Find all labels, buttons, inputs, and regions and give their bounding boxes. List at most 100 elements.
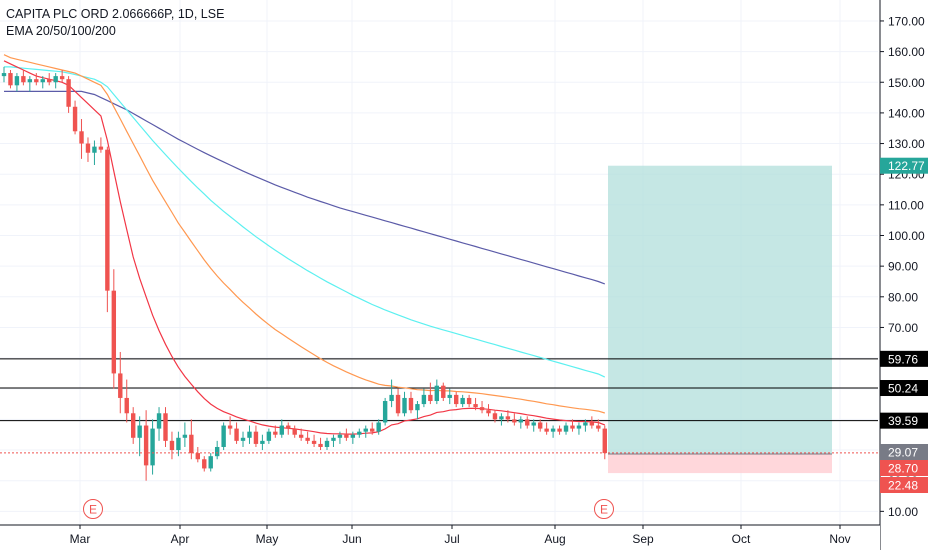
- candle-body: [602, 428, 607, 454]
- candle-body: [260, 440, 265, 444]
- candle-body: [311, 440, 317, 444]
- candle-body: [499, 416, 504, 420]
- candle-body: [324, 440, 330, 447]
- time-tick-label: Jul: [444, 532, 459, 546]
- earnings-marker-label: E: [89, 503, 97, 517]
- entry-price-label-text: 28.70: [888, 462, 918, 476]
- earnings-marker-label: E: [600, 503, 608, 517]
- price-tick-label: 10.00: [888, 505, 918, 519]
- target-price-label-text: 122.77: [888, 159, 925, 173]
- candle-body: [357, 431, 362, 435]
- candle-body: [576, 425, 582, 429]
- candle-body: [253, 431, 259, 444]
- price-tick-label: 90.00: [888, 260, 918, 274]
- time-axis[interactable]: Mar Apr May Jun Jul Aug Sep Oct Nov: [0, 524, 880, 550]
- hline-price-label: [880, 412, 928, 429]
- candle-body: [544, 428, 549, 432]
- candle-body: [376, 422, 381, 432]
- time-tick-label: May: [256, 532, 279, 546]
- indicator-title: EMA 20/50/100/200: [6, 24, 116, 38]
- price-tick-label: 140.00: [888, 106, 925, 120]
- candle-body: [21, 76, 26, 83]
- candle-body: [421, 394, 427, 405]
- candle-body: [247, 431, 252, 438]
- candle-body: [589, 422, 595, 426]
- candle-body: [408, 397, 414, 411]
- ema200-line: [4, 90, 606, 285]
- stop-zone[interactable]: [608, 454, 832, 474]
- candle-body: [195, 453, 200, 460]
- candle-body: [479, 407, 485, 411]
- candle-body: [8, 73, 13, 86]
- candle-body: [14, 76, 20, 86]
- candle-body: [460, 397, 465, 405]
- candle-body: [47, 79, 52, 83]
- candle-body: [525, 419, 530, 426]
- candle-body: [447, 394, 452, 398]
- candle-body: [1, 73, 7, 77]
- candle-body: [59, 76, 65, 80]
- candle-body: [537, 422, 543, 429]
- chart-legend: CAPITA PLC ORD 2.066666P, 1D, LSE EMA 20…: [6, 6, 224, 40]
- candle-body: [370, 428, 375, 432]
- candle-body: [344, 434, 349, 438]
- candle-body: [208, 456, 213, 469]
- price-tick-label: 170.00: [888, 14, 925, 28]
- candle-body: [441, 385, 446, 398]
- time-tick-label: Mar: [70, 532, 91, 546]
- entry-price-label: [880, 460, 928, 476]
- candle-body: [92, 146, 97, 153]
- earnings-marker[interactable]: [83, 499, 103, 519]
- candle-body: [85, 143, 91, 153]
- profit-zone[interactable]: [608, 165, 832, 455]
- time-tick-label: Oct: [732, 532, 751, 546]
- time-tick-label: Jun: [342, 532, 361, 546]
- price-tick-label: 80.00: [888, 290, 918, 304]
- candle-body: [98, 146, 104, 150]
- candle-body: [318, 443, 323, 447]
- candle-body: [402, 397, 407, 414]
- candle-body: [156, 413, 162, 429]
- candle-body: [596, 425, 601, 429]
- candle-body: [273, 431, 278, 435]
- candle-body: [137, 425, 142, 438]
- candle-body: [169, 440, 175, 451]
- hline-price-label: [880, 350, 928, 367]
- candle-body: [382, 401, 388, 423]
- earnings-marker[interactable]: [594, 499, 614, 519]
- candle-body: [72, 106, 78, 132]
- target-price-label: [880, 157, 928, 174]
- candle-body: [395, 394, 401, 414]
- hline-price-label-text: 50.24: [888, 382, 918, 396]
- ema50-line: [3, 54, 605, 414]
- candle-body: [298, 434, 304, 438]
- candle-body: [105, 149, 110, 291]
- candle-body: [492, 413, 498, 420]
- price-tick-label: 110.00: [888, 198, 924, 212]
- candle-body: [214, 446, 220, 457]
- candle-body: [124, 397, 129, 414]
- current-price-label-text: 29.07: [888, 446, 918, 460]
- candle-body: [227, 425, 233, 429]
- candle-body: [163, 413, 168, 441]
- candle-body: [505, 416, 511, 420]
- candles: [1, 66, 607, 481]
- target-zone[interactable]: [608, 165, 832, 474]
- candle-body: [363, 428, 368, 432]
- candle-body: [79, 131, 84, 144]
- candle-body: [512, 419, 517, 423]
- price-tick-label: 70.00: [888, 321, 918, 335]
- price-labels: 59.76 50.24 39.59 122.77 29.07 28.70 22.48: [880, 157, 928, 493]
- candle-body: [202, 459, 207, 469]
- candle-body: [150, 428, 155, 466]
- candle-body: [350, 434, 356, 438]
- hline-price-label-text: 59.76: [888, 352, 918, 366]
- candle-body: [557, 428, 562, 432]
- candle-body: [428, 394, 433, 402]
- candle-body: [415, 404, 420, 411]
- symbol-title: CAPITA PLC ORD 2.066666P, 1D, LSE: [6, 7, 225, 21]
- candle-body: [454, 394, 459, 405]
- candle-body: [266, 431, 272, 441]
